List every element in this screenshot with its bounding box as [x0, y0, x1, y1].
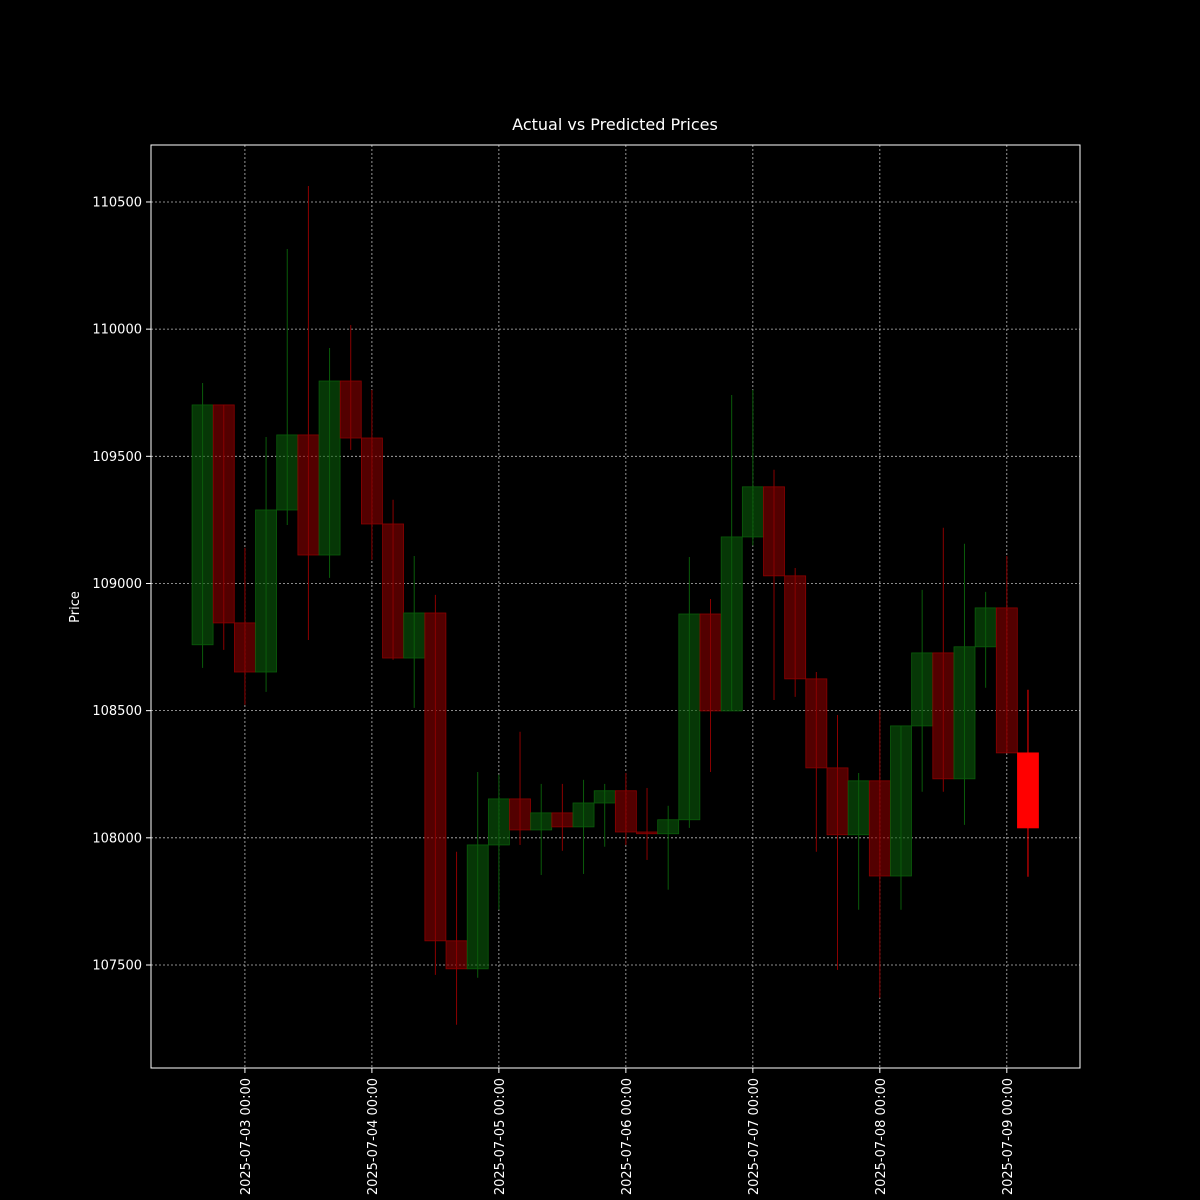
- candle-body: [593, 790, 616, 804]
- candle-body: [212, 404, 235, 624]
- candles: [191, 185, 1039, 1025]
- chart-title: Actual vs Predicted Prices: [512, 115, 718, 134]
- candle-body: [699, 613, 722, 712]
- x-tick-label: 2025-07-08 00:00: [874, 1078, 889, 1195]
- plot-frame: [150, 144, 1081, 1069]
- candle-body: [191, 404, 214, 646]
- x-tick-label: 2025-07-06 00:00: [620, 1078, 635, 1195]
- candle-body: [890, 725, 912, 877]
- candle-body: [974, 607, 997, 648]
- candle-body: [847, 780, 870, 836]
- candle-body: [636, 831, 658, 835]
- candle-body: [720, 536, 743, 712]
- x-tick-label: 2025-07-05 00:00: [493, 1078, 508, 1195]
- candle-body: [826, 767, 849, 836]
- candle-body: [932, 652, 955, 780]
- y-tick-label: 109000: [92, 577, 142, 592]
- x-tick-label: 2025-07-09 00:00: [1001, 1078, 1016, 1195]
- candle-body: [805, 678, 828, 769]
- y-tick-label: 107500: [92, 958, 142, 973]
- y-axis-label: Price: [68, 591, 83, 623]
- x-tick-label: 2025-07-04 00:00: [366, 1078, 381, 1195]
- candle-body: [234, 622, 256, 673]
- x-tick-label: 2025-07-03 00:00: [239, 1078, 254, 1195]
- candle-body: [297, 434, 320, 556]
- y-tick-label: 109500: [92, 450, 142, 465]
- candle-body: [424, 612, 447, 942]
- candle-body: [741, 486, 764, 538]
- candle-body: [445, 940, 468, 970]
- y-tick-label: 110000: [92, 323, 142, 338]
- candle-body: [551, 812, 574, 828]
- candle-body: [678, 613, 701, 821]
- y-tick-label: 108500: [92, 704, 142, 719]
- candle-body: [572, 802, 595, 828]
- y-tick-label: 110500: [92, 195, 142, 210]
- candle-body: [784, 575, 807, 680]
- candle-body: [276, 434, 299, 511]
- predicted-candle-body: [1017, 752, 1039, 829]
- y-tick-label: 108000: [92, 831, 142, 846]
- candle-body: [255, 509, 277, 673]
- candle-body: [339, 380, 362, 439]
- candle-body: [763, 486, 785, 577]
- candle-body: [403, 612, 426, 659]
- candle-body: [382, 523, 404, 659]
- candle-body: [318, 380, 341, 556]
- candle-body: [657, 819, 680, 835]
- candle-body: [911, 652, 934, 727]
- candle-body: [466, 844, 489, 970]
- x-tick-label: 2025-07-07 00:00: [747, 1078, 762, 1195]
- grid: [151, 145, 1080, 1068]
- candle-body: [530, 812, 553, 831]
- candle-body: [995, 607, 1018, 754]
- candle-body: [487, 798, 510, 846]
- candle-body: [953, 646, 976, 780]
- candle-body: [509, 798, 531, 831]
- candle-body: [868, 780, 891, 877]
- candle-body: [614, 790, 637, 833]
- candle-body: [360, 437, 383, 525]
- axes: 107500 108000 108500 109000 109500 110000 1105…: [92, 195, 1015, 1195]
